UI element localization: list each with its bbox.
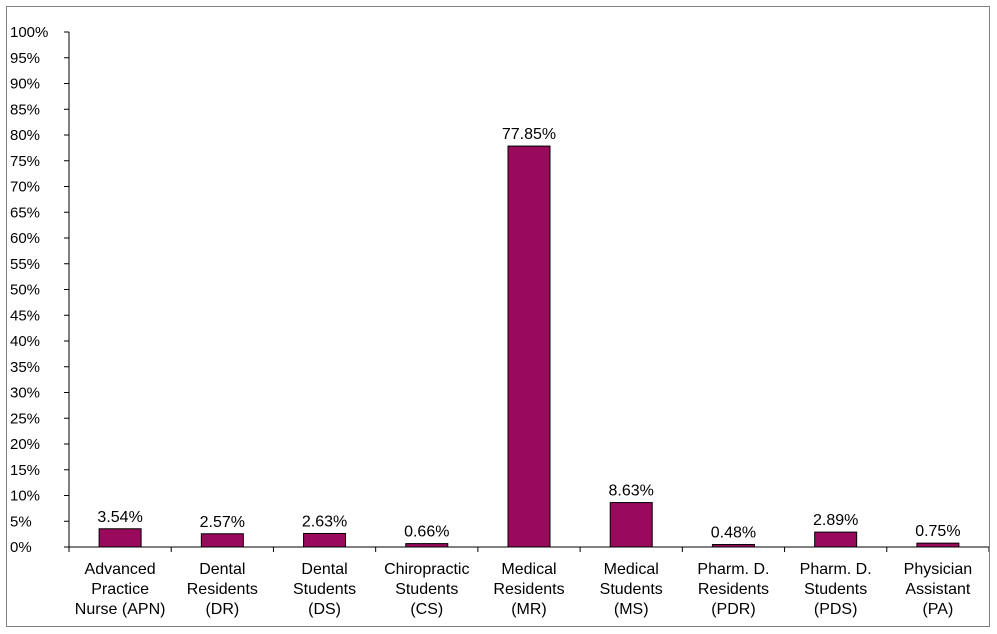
x-axis — [68, 546, 990, 552]
y-tick-label: 10% — [10, 488, 40, 505]
data-label: 8.63% — [609, 483, 654, 500]
bar — [507, 145, 551, 548]
category-label: Dental Students (DS) — [293, 561, 356, 618]
y-tick-label: 40% — [10, 333, 40, 350]
y-tick-label: 35% — [10, 359, 40, 376]
data-label: 3.54% — [97, 509, 142, 526]
category-label: Medical Residents (MR) — [493, 561, 564, 618]
category-label: Pharm. D. Residents (PDR) — [697, 561, 769, 618]
data-label: 77.85% — [502, 126, 556, 143]
y-tick-label: 75% — [10, 153, 40, 170]
data-label: 2.89% — [813, 512, 858, 529]
y-tick-label: 15% — [10, 462, 40, 479]
category-label: Physician Assistant (PA) — [904, 561, 972, 618]
y-tick-label: 70% — [10, 179, 40, 196]
y-tick-label: 100% — [10, 24, 48, 41]
bar — [916, 542, 960, 548]
category-label: Dental Residents (DR) — [187, 561, 258, 618]
data-label: 2.63% — [302, 513, 347, 530]
data-label: 0.48% — [711, 525, 756, 542]
y-tick-label: 0% — [10, 539, 32, 556]
bar — [609, 502, 653, 548]
category-label: Chiropractic Students (CS) — [384, 561, 469, 618]
y-axis: 0% 5% 10% 15% 20% 25% 30% 35% 40% 45% 50% 55% 60% 65%… — [10, 24, 70, 556]
bar — [303, 532, 347, 548]
chart-frame: 0% 5% 10% 15% 20% 25% 30% 35% 40% 45% 50% 55% 60% 65%… — [6, 6, 990, 627]
y-tick-label: 60% — [10, 230, 40, 247]
bar — [814, 531, 858, 548]
y-tick-label: 5% — [10, 513, 32, 530]
bar — [711, 544, 755, 548]
y-tick-label: 20% — [10, 436, 40, 453]
y-tick-label: 50% — [10, 282, 40, 299]
y-tick-label: 30% — [10, 385, 40, 402]
data-label: 2.57% — [200, 514, 245, 531]
y-tick-label: 95% — [10, 50, 40, 67]
data-labels: 3.54% 2.57% 2.63% 0.66% 77.85% 8.63% 0.48% 2.89… — [97, 126, 960, 541]
y-tick-label: 90% — [10, 76, 40, 93]
y-tick-label: 55% — [10, 256, 40, 273]
y-tick-label: 80% — [10, 127, 40, 144]
bars — [98, 145, 960, 548]
bar — [200, 533, 244, 548]
category-label: Medical Students (MS) — [600, 561, 663, 618]
category-label: Pharm. D. Students (PDS) — [800, 561, 872, 618]
y-tick-label: 45% — [10, 307, 40, 324]
category-labels: Advanced Practice Nurse (APN) Dental Residen… — [75, 561, 972, 618]
bar — [405, 543, 449, 548]
y-tick-label: 65% — [10, 204, 40, 221]
data-label: 0.66% — [404, 524, 449, 541]
y-tick-label: 25% — [10, 410, 40, 427]
y-tick-label: 85% — [10, 101, 40, 118]
bar-chart: 0% 5% 10% 15% 20% 25% 30% 35% 40% 45% 50% 55% 60% 65%… — [10, 24, 990, 618]
bar — [98, 528, 142, 548]
data-label: 0.75% — [915, 523, 960, 540]
category-label: Advanced Practice Nurse (APN) — [75, 561, 166, 618]
